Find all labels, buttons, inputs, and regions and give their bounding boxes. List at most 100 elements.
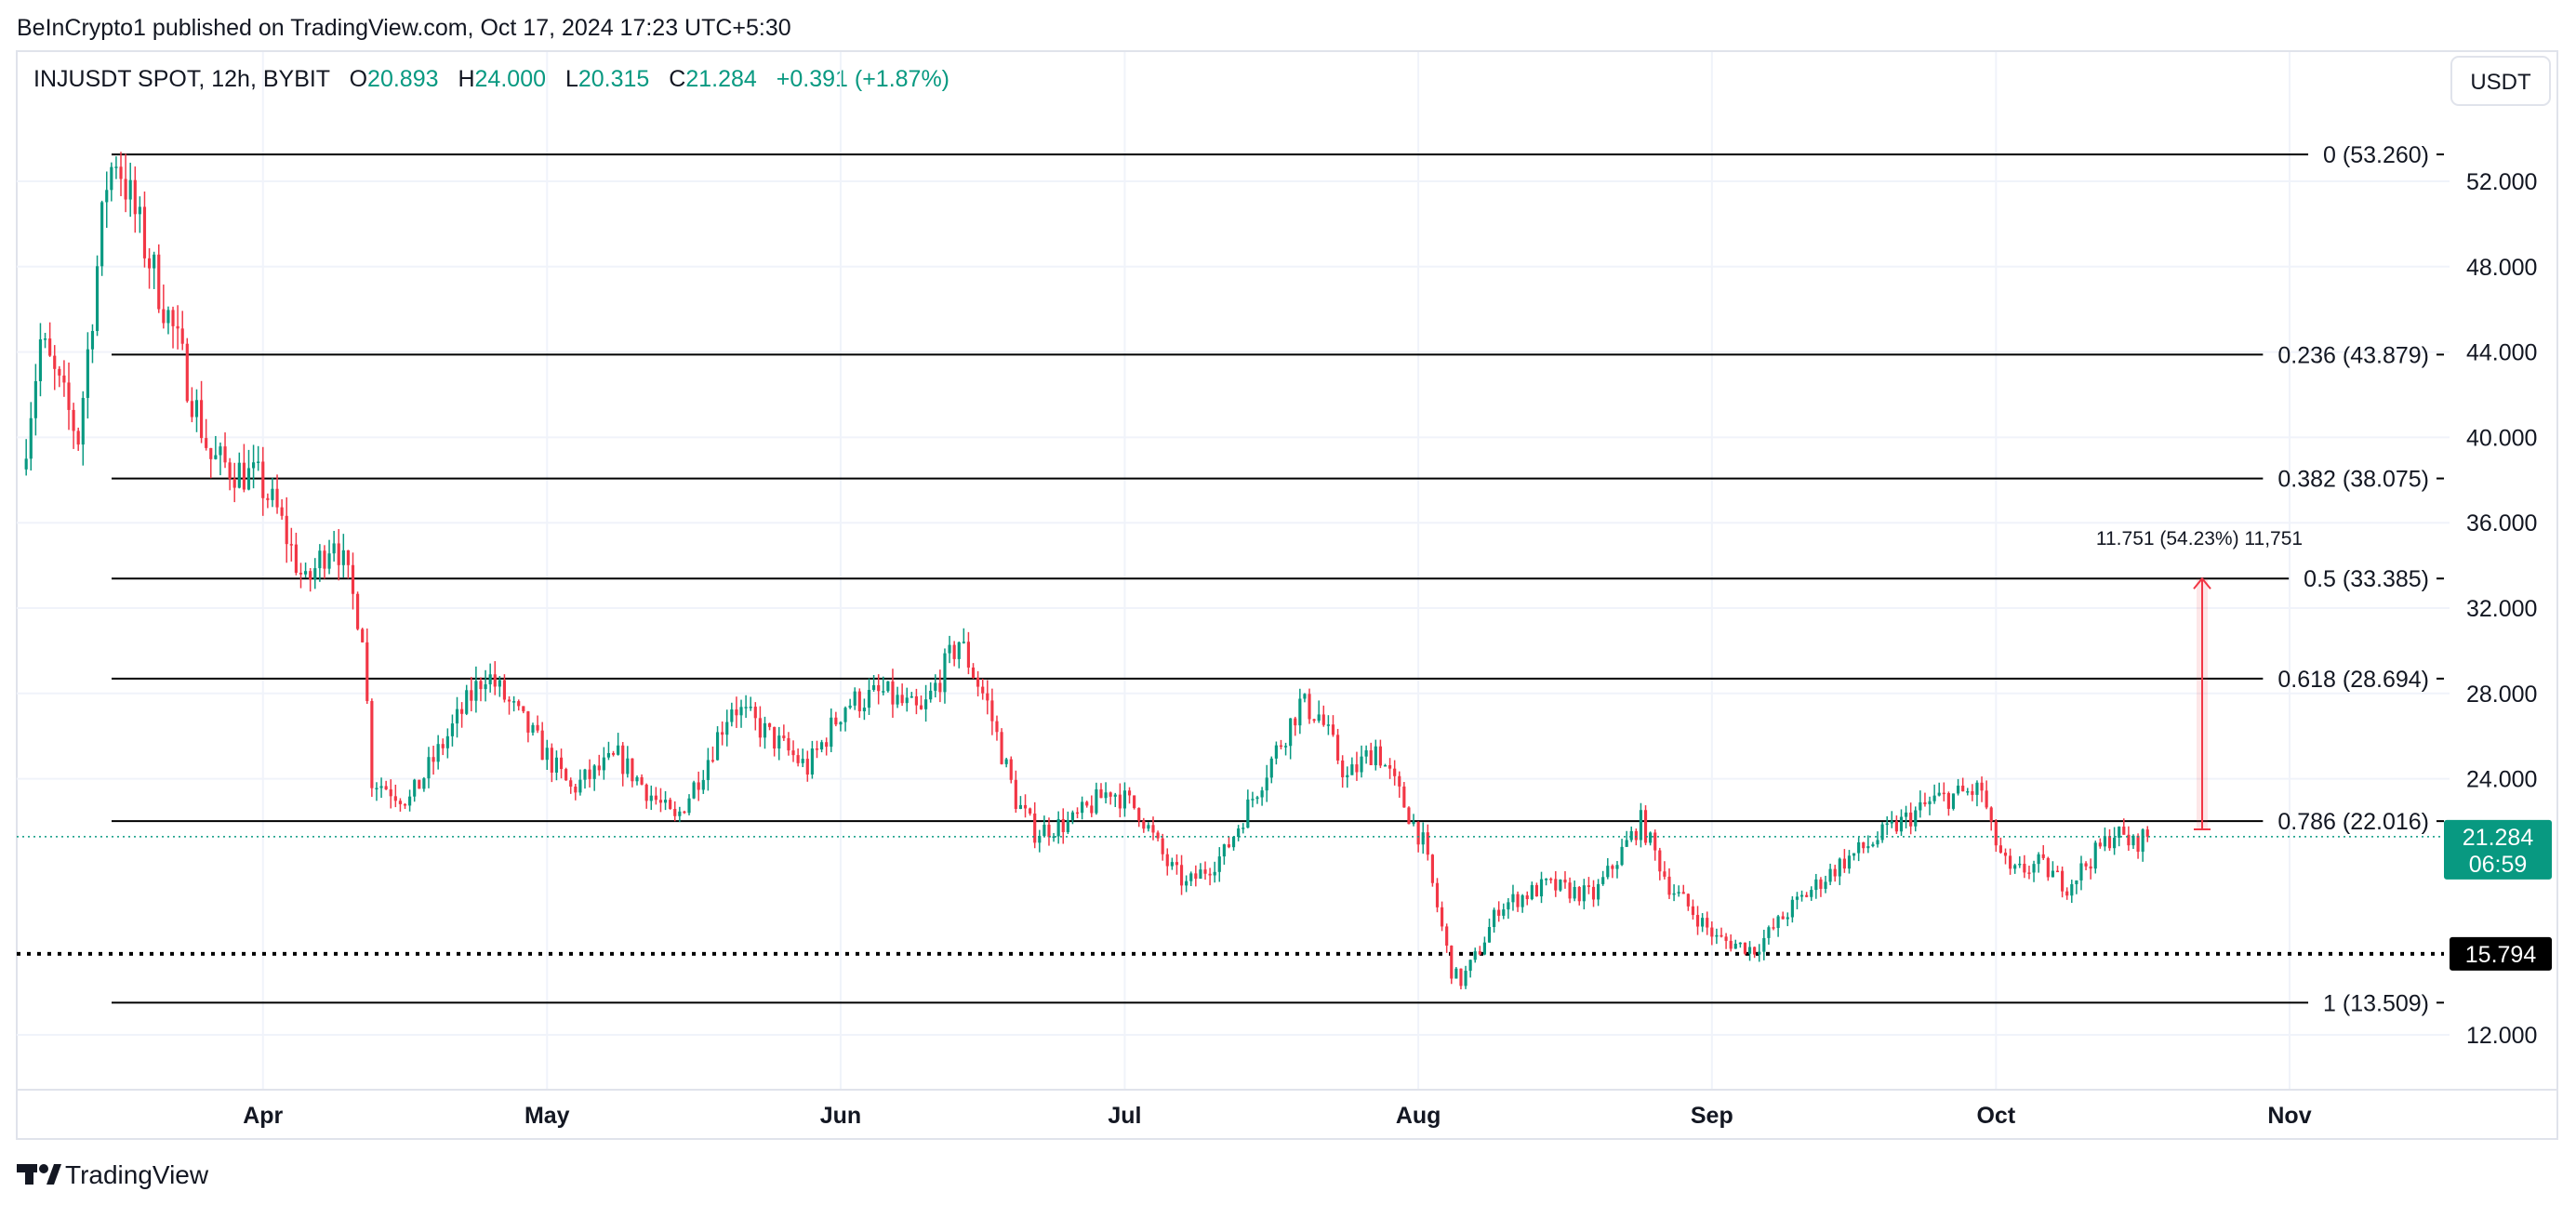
candle-body <box>285 515 288 545</box>
candle-body <box>1416 821 1420 845</box>
candle-body <box>1549 879 1553 881</box>
candle-body <box>1961 785 1965 792</box>
currency-button[interactable]: USDT <box>2450 56 2551 106</box>
candle-body <box>72 409 75 431</box>
candle-body <box>1407 807 1411 825</box>
candle-body <box>1231 837 1236 848</box>
candle-body <box>361 629 365 642</box>
candle-body <box>507 699 511 702</box>
candle-body <box>2113 837 2117 849</box>
candle-body <box>739 707 743 716</box>
candle-body <box>820 742 824 750</box>
candle-body <box>1203 869 1207 874</box>
candle-body <box>1511 894 1515 903</box>
candle-body <box>1364 749 1368 757</box>
candle-body <box>1383 764 1388 767</box>
candle-body <box>242 462 246 490</box>
candle-body <box>1127 790 1132 796</box>
candle-body <box>791 750 795 756</box>
candle-body <box>1786 917 1789 920</box>
candle-body <box>479 681 483 690</box>
candle-body <box>418 779 421 789</box>
candle-body <box>1170 862 1174 867</box>
candle-body <box>318 550 322 569</box>
candle-body <box>2084 863 2088 867</box>
candle-body <box>1847 855 1852 869</box>
candle-body <box>1194 873 1198 880</box>
price-axis: 52.000 48.000 44.000 40.000 36.000 32.000 28.0… <box>2444 169 2552 1049</box>
candle-body <box>393 796 397 801</box>
candle-body <box>2041 854 2045 858</box>
open-label: O <box>350 66 367 92</box>
candle-body <box>1023 804 1028 809</box>
candle-body <box>1606 866 1610 878</box>
candle-body <box>531 724 535 733</box>
candle-body <box>1269 758 1273 778</box>
candle-body <box>1919 801 1922 811</box>
candle-body <box>1189 873 1193 881</box>
candle-body <box>1426 832 1429 855</box>
candle-body <box>540 730 544 761</box>
candle-body <box>432 757 435 762</box>
candle-body <box>1497 909 1501 916</box>
candle-body <box>687 798 691 814</box>
open-value: 20.893 <box>367 66 438 92</box>
candle-body <box>1018 804 1023 810</box>
candle-body <box>1966 790 1970 793</box>
candle-body <box>119 166 123 179</box>
candle-body <box>194 400 199 417</box>
month-tick-label: Sep <box>1691 1103 1733 1129</box>
candle-body <box>1994 821 1998 846</box>
candle-body <box>1828 868 1832 882</box>
candle-body <box>498 680 501 687</box>
candle-body <box>1009 759 1013 780</box>
candle-body <box>919 705 923 709</box>
candle-body <box>493 674 497 687</box>
candle-body <box>1932 795 1936 801</box>
candle-body <box>427 757 431 779</box>
candle-body <box>621 745 625 775</box>
countdown-label: 06:59 <box>2469 852 2528 878</box>
candle-body <box>1298 698 1302 726</box>
candle-body <box>1507 902 1510 910</box>
candle-body <box>1772 927 1775 929</box>
candle-body <box>1985 790 1988 808</box>
candle-body <box>323 550 326 569</box>
candle-body <box>1317 714 1321 722</box>
candle-body <box>882 691 885 693</box>
candle-body <box>1502 909 1506 916</box>
tradingview-brand: TradingView <box>65 1160 209 1189</box>
currency-button-label[interactable]: USDT <box>2470 70 2531 95</box>
candle-body <box>649 795 653 801</box>
candle-body <box>237 462 241 488</box>
candle-body <box>1545 879 1548 881</box>
candle-body <box>725 722 729 735</box>
candle-body <box>663 800 668 803</box>
candle-body <box>2131 835 2135 846</box>
candle-body <box>1042 824 1046 837</box>
candle-body <box>465 690 469 714</box>
candle-body <box>536 724 539 731</box>
candle-body <box>773 726 777 749</box>
candle-body <box>1568 882 1572 899</box>
measure-arrowhead <box>2193 576 2211 589</box>
candle-body <box>1478 951 1481 955</box>
candle-body <box>1459 968 1463 987</box>
candle-body <box>1672 893 1676 895</box>
candle-body <box>153 254 156 269</box>
candle-body <box>1914 810 1918 827</box>
price-tick-label: 12.000 <box>2466 1023 2537 1049</box>
time-axis: Apr May Jun Jul Aug Sep Oct Nov <box>243 1103 2311 1129</box>
candle-body <box>1980 782 1984 791</box>
candle-body <box>271 488 274 500</box>
candle-body <box>379 786 383 788</box>
candle-body <box>2089 866 2092 869</box>
candle-body <box>1762 937 1766 952</box>
candle-body <box>910 695 913 698</box>
candle-body <box>1412 821 1415 825</box>
change-value: +0.391 (+1.87%) <box>777 66 949 92</box>
candle-body <box>1643 810 1648 843</box>
candle-body <box>124 179 127 200</box>
candle-body <box>1095 788 1098 814</box>
candle-body <box>763 722 767 738</box>
